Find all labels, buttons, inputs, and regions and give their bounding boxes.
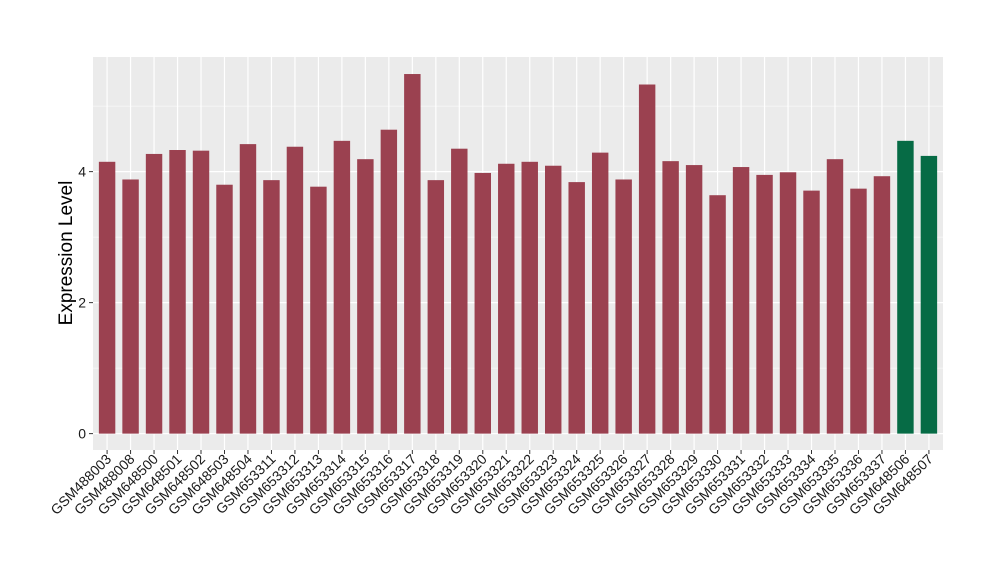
- y-tick-label: 4: [78, 164, 86, 180]
- bar-gsm653328: [662, 161, 679, 434]
- bar-gsm648502: [192, 150, 210, 434]
- bar-gsm648507: [920, 155, 938, 434]
- bar-gsm488003: [98, 161, 116, 434]
- bar-gsm653327: [638, 84, 656, 434]
- bar-gsm653321: [498, 163, 515, 434]
- y-tick-label: 2: [78, 295, 86, 311]
- bar-gsm653332: [756, 174, 773, 434]
- bar-gsm653329: [685, 165, 703, 434]
- bar-gsm653334: [803, 190, 820, 434]
- y-axis-label: Expression Level: [56, 181, 77, 326]
- bar-gsm653323: [545, 165, 562, 434]
- bar-gsm653313: [310, 186, 327, 434]
- bar-gsm653312: [286, 146, 304, 434]
- bar-gsm653320: [474, 172, 491, 434]
- bar-gsm653318: [427, 180, 445, 434]
- bars-group: [98, 74, 938, 434]
- bar-gsm653333: [779, 172, 797, 434]
- bar-gsm653322: [521, 161, 538, 434]
- bar-gsm653325: [591, 152, 609, 434]
- plot-panel: [93, 57, 943, 450]
- bar-gsm653335: [826, 159, 844, 434]
- y-tick-label: 0: [78, 426, 86, 442]
- bar-gsm653311: [263, 180, 280, 434]
- bar-gsm648504: [239, 144, 257, 434]
- bar-gsm648506: [897, 140, 914, 434]
- bar-gsm653324: [568, 182, 585, 434]
- bar-gsm653314: [333, 140, 351, 434]
- bar-gsm653336: [850, 188, 867, 434]
- bar-gsm653317: [404, 74, 421, 434]
- y-axis: 0 2 4: [78, 164, 93, 442]
- bar-gsm653326: [615, 179, 632, 434]
- bar-gsm653315: [357, 159, 374, 434]
- bar-gsm653316: [380, 129, 398, 434]
- bar-gsm648500: [145, 153, 163, 434]
- x-axis: GSM488003GSM488008GSM648500GSM648501GSM6…: [47, 450, 936, 518]
- bar-gsm648501: [169, 150, 186, 434]
- minor-gridlines: [93, 105, 943, 369]
- bar-gsm648503: [216, 184, 233, 434]
- bar-gsm653337: [873, 176, 891, 434]
- bar-gsm488008: [122, 179, 139, 434]
- bar-gsm653319: [451, 148, 468, 434]
- bar-gsm653331: [732, 167, 750, 434]
- bar-gsm653330: [709, 195, 726, 434]
